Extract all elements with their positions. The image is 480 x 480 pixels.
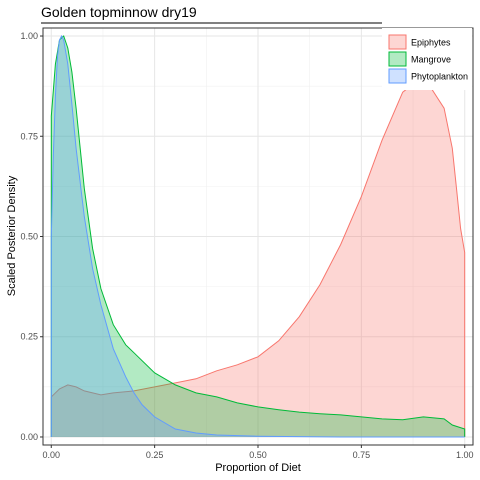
x-tick-label: 0.00 [43,450,61,460]
x-tick-label: 1.00 [456,450,474,460]
phytoplankton-density-line [50,34,465,438]
legend-key-epiphytes [388,34,407,50]
legend-key-phytoplankton [388,68,407,84]
axis-ticks: 0.00 0.25 0.50 0.75 1.00 0.00 0.25 0.50 0.75 1.00 [20,31,473,460]
legend-key-mangrove [388,51,407,67]
mangrove-density-area [51,36,465,437]
y-tick-label: 0.75 [20,131,38,141]
legend-label-epiphytes: Epiphytes [411,38,451,48]
epiphytes-density-area [51,76,465,437]
epiphytes-density-line [50,75,466,437]
x-axis-title: Proportion of Diet [215,462,301,474]
y-axis-title: Scaled Posterior Density [6,175,18,296]
chart-title: Golden topminnow dry19 [41,4,197,20]
x-tick-label: 0.25 [146,450,164,460]
legend-label-phytoplankton: Phytoplankton [411,72,468,82]
phytoplankton-density-area [51,36,465,437]
mangrove-density-line [50,35,466,437]
x-tick-label: 0.50 [249,450,267,460]
y-tick-label: 0.50 [20,232,38,242]
y-tick-label: 0.00 [20,432,38,442]
density-areas [50,34,466,438]
legend: Epiphytes Mangrove Phytoplankton [382,28,472,90]
x-tick-label: 0.75 [353,450,371,460]
y-tick-label: 1.00 [20,31,38,41]
legend-background [382,28,472,90]
legend-label-mangrove: Mangrove [411,55,451,65]
y-tick-label: 0.25 [20,332,38,342]
